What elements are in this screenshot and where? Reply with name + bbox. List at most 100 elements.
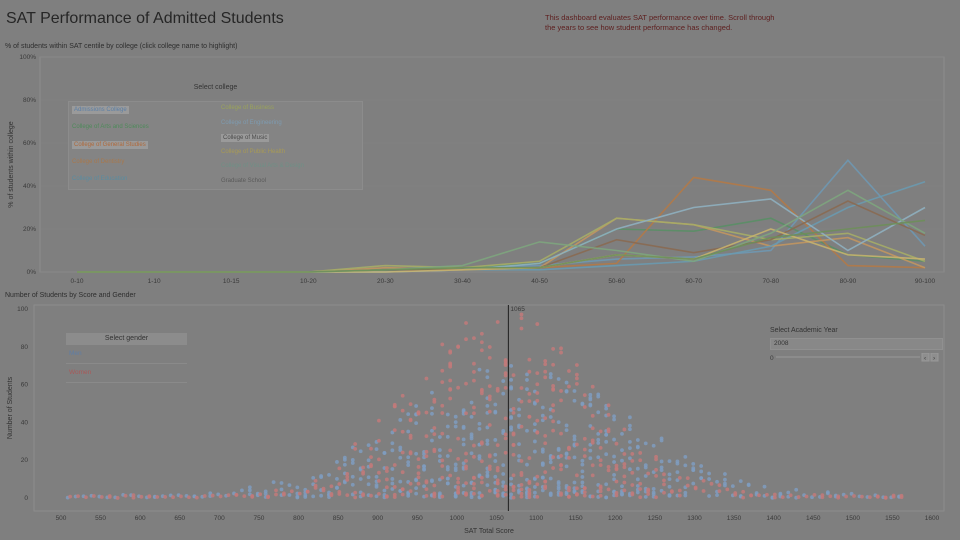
data-point <box>582 393 587 398</box>
college-filter-item[interactable]: Admissions College <box>72 106 129 114</box>
college-filter-item[interactable]: College of Public Health <box>221 148 286 155</box>
gender-filter-item[interactable]: Men <box>66 345 187 364</box>
data-point <box>250 493 255 498</box>
data-point <box>472 370 476 374</box>
data-point <box>825 491 830 496</box>
data-point <box>408 402 413 406</box>
data-point <box>582 454 587 459</box>
data-point <box>398 418 403 422</box>
data-point <box>210 493 215 498</box>
data-point <box>844 494 848 499</box>
data-point <box>501 391 506 396</box>
college-filter-item[interactable]: College of General Studies <box>72 141 148 149</box>
x-tick-label: 1250 <box>648 515 663 522</box>
data-point <box>548 476 553 481</box>
data-point <box>590 473 595 478</box>
x-tick-label: 50-60 <box>608 278 625 285</box>
data-point <box>517 413 521 418</box>
data-point <box>567 495 571 499</box>
data-point <box>448 396 453 401</box>
data-point <box>559 454 563 458</box>
data-point <box>424 454 429 459</box>
data-point <box>432 426 437 430</box>
x-tick-label: 1050 <box>489 515 504 522</box>
slider-prev-button[interactable] <box>921 353 930 362</box>
data-point <box>327 472 331 477</box>
college-filter-item[interactable]: College of Education <box>72 176 128 182</box>
data-point <box>540 461 545 466</box>
college-filter-item[interactable]: College of Dentistry <box>72 158 125 165</box>
data-point <box>551 419 556 424</box>
data-point <box>369 446 373 451</box>
data-point <box>651 470 656 475</box>
data-point <box>274 492 278 497</box>
data-point <box>416 457 421 462</box>
gender-filter-item[interactable]: Women <box>66 364 187 383</box>
data-point <box>733 492 738 497</box>
data-point <box>406 460 411 465</box>
data-point <box>612 472 616 477</box>
data-point <box>567 369 571 373</box>
data-point <box>503 487 508 492</box>
college-filter-item[interactable]: College of Engineering <box>221 119 282 126</box>
data-point <box>717 489 722 494</box>
data-point <box>453 462 458 467</box>
college-filter-item[interactable]: College of Music <box>221 134 270 142</box>
data-point <box>377 418 381 423</box>
data-point <box>612 477 616 482</box>
data-point <box>638 487 643 491</box>
data-point <box>414 486 419 491</box>
data-point <box>572 434 577 439</box>
slider-next-button[interactable] <box>930 353 939 362</box>
data-point <box>319 493 323 498</box>
data-point <box>628 456 632 461</box>
year-value-field[interactable]: 2008 <box>770 338 943 350</box>
data-point <box>501 472 506 476</box>
y-tick-label: 0% <box>27 269 37 276</box>
data-point <box>495 443 500 448</box>
data-point <box>620 431 624 436</box>
data-point <box>646 489 651 494</box>
data-point <box>416 481 421 486</box>
data-point <box>456 385 461 390</box>
college-filter-item[interactable]: College of Visual Arts & Design <box>221 163 304 169</box>
data-point <box>202 494 207 498</box>
data-point <box>440 494 445 499</box>
college-filter-item[interactable]: Graduate School <box>221 177 267 184</box>
college-filter-item[interactable]: College of Arts and Sciences <box>72 123 149 130</box>
data-point <box>559 398 563 403</box>
data-point <box>495 481 500 486</box>
data-point <box>495 493 500 498</box>
data-point <box>186 495 191 500</box>
data-point <box>582 436 587 441</box>
year-slider[interactable]: 0 ‹ › <box>770 353 940 362</box>
college-filter-header: Select college <box>193 84 238 91</box>
data-point <box>670 490 674 494</box>
data-point <box>179 494 183 499</box>
data-point <box>804 494 809 499</box>
data-point <box>535 418 540 423</box>
data-point <box>234 493 239 497</box>
data-point <box>691 461 696 466</box>
data-point <box>598 446 603 450</box>
data-point <box>572 455 577 460</box>
data-point <box>675 459 680 464</box>
data-point <box>503 436 508 441</box>
data-point <box>606 429 611 434</box>
x-tick-label: 80-90 <box>840 278 857 285</box>
data-point <box>556 420 561 425</box>
data-point <box>532 485 537 489</box>
data-point <box>723 472 727 476</box>
data-point <box>646 492 651 496</box>
college-filter-item[interactable]: College of Business <box>221 105 275 111</box>
data-point <box>472 405 476 410</box>
data-point <box>456 345 461 349</box>
data-point <box>472 486 476 491</box>
data-point <box>311 475 316 480</box>
data-point <box>683 455 688 459</box>
data-point <box>424 479 429 484</box>
data-point <box>464 337 468 342</box>
data-point <box>622 488 627 493</box>
data-point <box>564 389 569 393</box>
data-point <box>527 369 532 374</box>
